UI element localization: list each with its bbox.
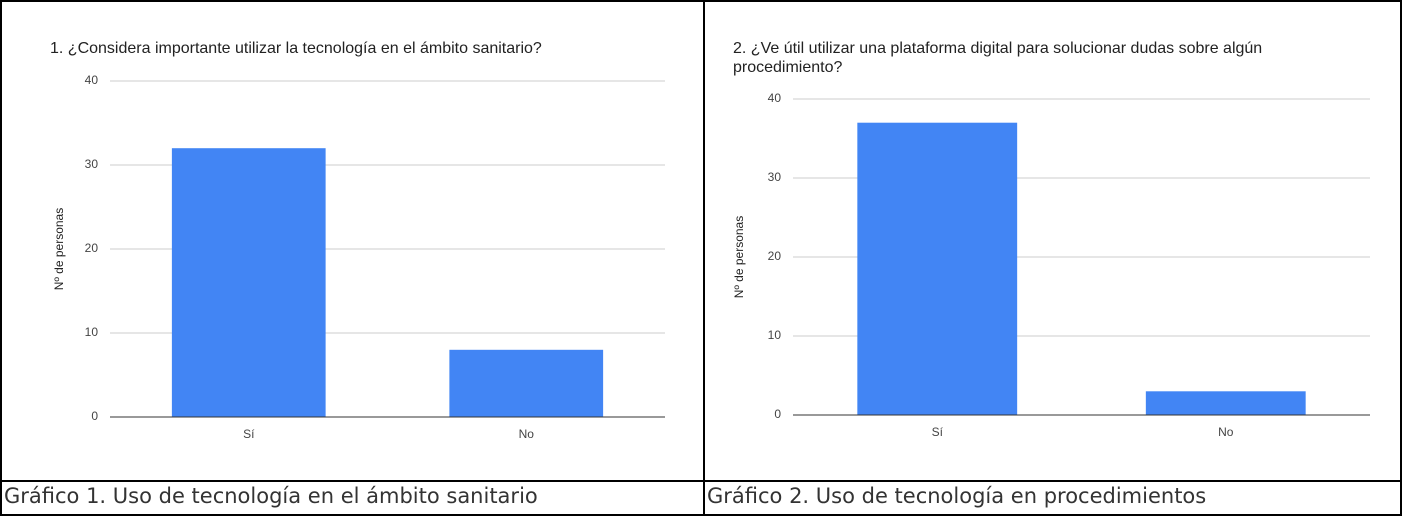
y-axis-label: Nº de personas xyxy=(52,208,66,290)
y-tick-label: 30 xyxy=(768,170,782,184)
x-tick-label: No xyxy=(1218,425,1234,439)
y-tick-label: 10 xyxy=(85,325,99,339)
x-tick-label: Sí xyxy=(243,427,255,441)
chart-cell: 1. ¿Considera importante utilizar la tec… xyxy=(2,2,700,480)
bar xyxy=(449,349,604,417)
caption: Gráfico 1. Uso de tecnología en el ámbit… xyxy=(4,484,538,508)
chart-cell: 2. ¿Ve útil utilizar una plataforma digi… xyxy=(705,2,1400,480)
chart: 0 10 20 30 40 Nº de personas Sí No xyxy=(732,91,1370,439)
y-tick-label: 0 xyxy=(774,407,781,421)
bar xyxy=(171,148,326,417)
caption: Gráfico 2. Uso de tecnología en procedim… xyxy=(707,484,1207,508)
y-tick-label: 40 xyxy=(85,73,99,87)
chart-title: 2. ¿Ve útil utilizar una plataforma digi… xyxy=(733,40,1263,76)
x-tick-label: Sí xyxy=(932,425,944,439)
x-tick-label: No xyxy=(519,427,535,441)
bar xyxy=(1145,391,1306,415)
y-axis-label: Nº de personas xyxy=(732,216,746,298)
y-tick-label: 20 xyxy=(768,249,782,263)
table-border xyxy=(703,2,705,514)
y-tick-label: 10 xyxy=(768,328,782,342)
bar xyxy=(857,122,1018,415)
table-border xyxy=(2,480,1400,482)
y-tick-label: 0 xyxy=(91,409,98,423)
y-tick-label: 20 xyxy=(85,241,99,255)
y-tick-label: 30 xyxy=(85,157,99,171)
chart-title: 1. ¿Considera importante utilizar la tec… xyxy=(50,40,542,57)
y-tick-label: 40 xyxy=(768,91,782,105)
chart: 0 10 20 30 40 Nº de personas Sí No xyxy=(52,73,665,441)
